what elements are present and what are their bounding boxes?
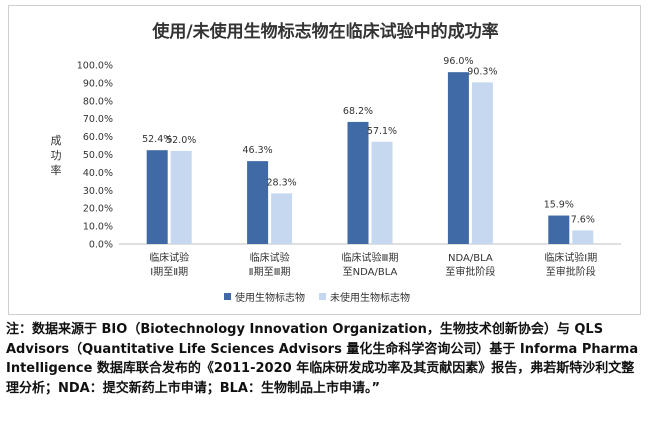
legend-swatch: [319, 293, 326, 300]
x-tick-label: 临床试验: [250, 251, 290, 264]
bar: [371, 141, 393, 244]
x-tick-label: Ⅰ期至Ⅱ期: [150, 266, 188, 278]
y-tick-label: 80.0%: [83, 96, 113, 107]
data-label: 52.4%: [142, 134, 172, 145]
data-label: 96.0%: [443, 56, 473, 67]
y-tick-label: 60.0%: [83, 132, 113, 143]
bar: [146, 150, 168, 244]
data-label: 7.6%: [571, 214, 595, 225]
y-axis-label: 率: [51, 163, 62, 177]
bar: [471, 82, 493, 244]
data-label: 15.9%: [544, 200, 574, 211]
legend-label: 未使用生物标志物: [330, 291, 410, 304]
x-tick-label: 至NDA/BLA: [343, 266, 398, 278]
chart-frame: 使用/未使用生物标志物在临床试验中的成功率 0.0% 10.0% 20.0% 30.0…: [8, 5, 641, 315]
legend-label: 使用生物标志物: [235, 291, 305, 304]
y-tick-label: 100.0%: [77, 61, 113, 72]
x-tick-label: 临床试验Ⅲ期: [342, 251, 399, 264]
y-axis-label: 成: [51, 134, 62, 147]
x-tick-label: 至审批阶段: [546, 265, 596, 278]
bar: [247, 161, 269, 244]
y-tick-label: 90.0%: [83, 78, 113, 89]
legend-swatch: [224, 293, 231, 300]
data-label: 68.2%: [343, 106, 373, 117]
y-tick-label: 0.0%: [89, 240, 113, 251]
bar: [447, 72, 469, 244]
bar: [572, 230, 594, 244]
y-tick-label: 40.0%: [83, 168, 113, 179]
x-tick-label: 至审批阶段: [445, 265, 495, 278]
bar: [271, 193, 293, 244]
bar: [347, 121, 369, 244]
y-tick-label: 30.0%: [83, 186, 113, 197]
bar: [548, 215, 570, 244]
data-label: 90.3%: [467, 66, 497, 77]
y-tick-label: 70.0%: [83, 114, 113, 125]
bar-chart: 0.0% 10.0% 20.0% 30.0% 40.0% 50.0% 60.0% 70.0% 8…: [51, 56, 621, 304]
data-label: 46.3%: [243, 145, 273, 156]
y-axis-label: 功: [51, 149, 62, 162]
x-tick-label: 临床试验: [149, 251, 189, 264]
source-note: 注：数据来源于 BIO（Biotechnology Innovation Org…: [6, 322, 639, 396]
data-label: 28.3%: [267, 177, 297, 188]
x-tick-label: Ⅱ期至Ⅲ期: [249, 266, 291, 278]
chart-title: 使用/未使用生物标志物在临床试验中的成功率: [152, 22, 499, 42]
y-tick-label: 10.0%: [83, 222, 113, 233]
y-tick-label: 20.0%: [83, 204, 113, 215]
data-label: 57.1%: [367, 126, 397, 137]
y-tick-label: 50.0%: [83, 150, 113, 161]
x-tick-label: 临床试验Ⅰ期: [544, 251, 597, 264]
data-label: 52.0%: [166, 135, 196, 146]
bar: [170, 150, 192, 244]
x-tick-label: NDA/BLA: [448, 253, 493, 264]
